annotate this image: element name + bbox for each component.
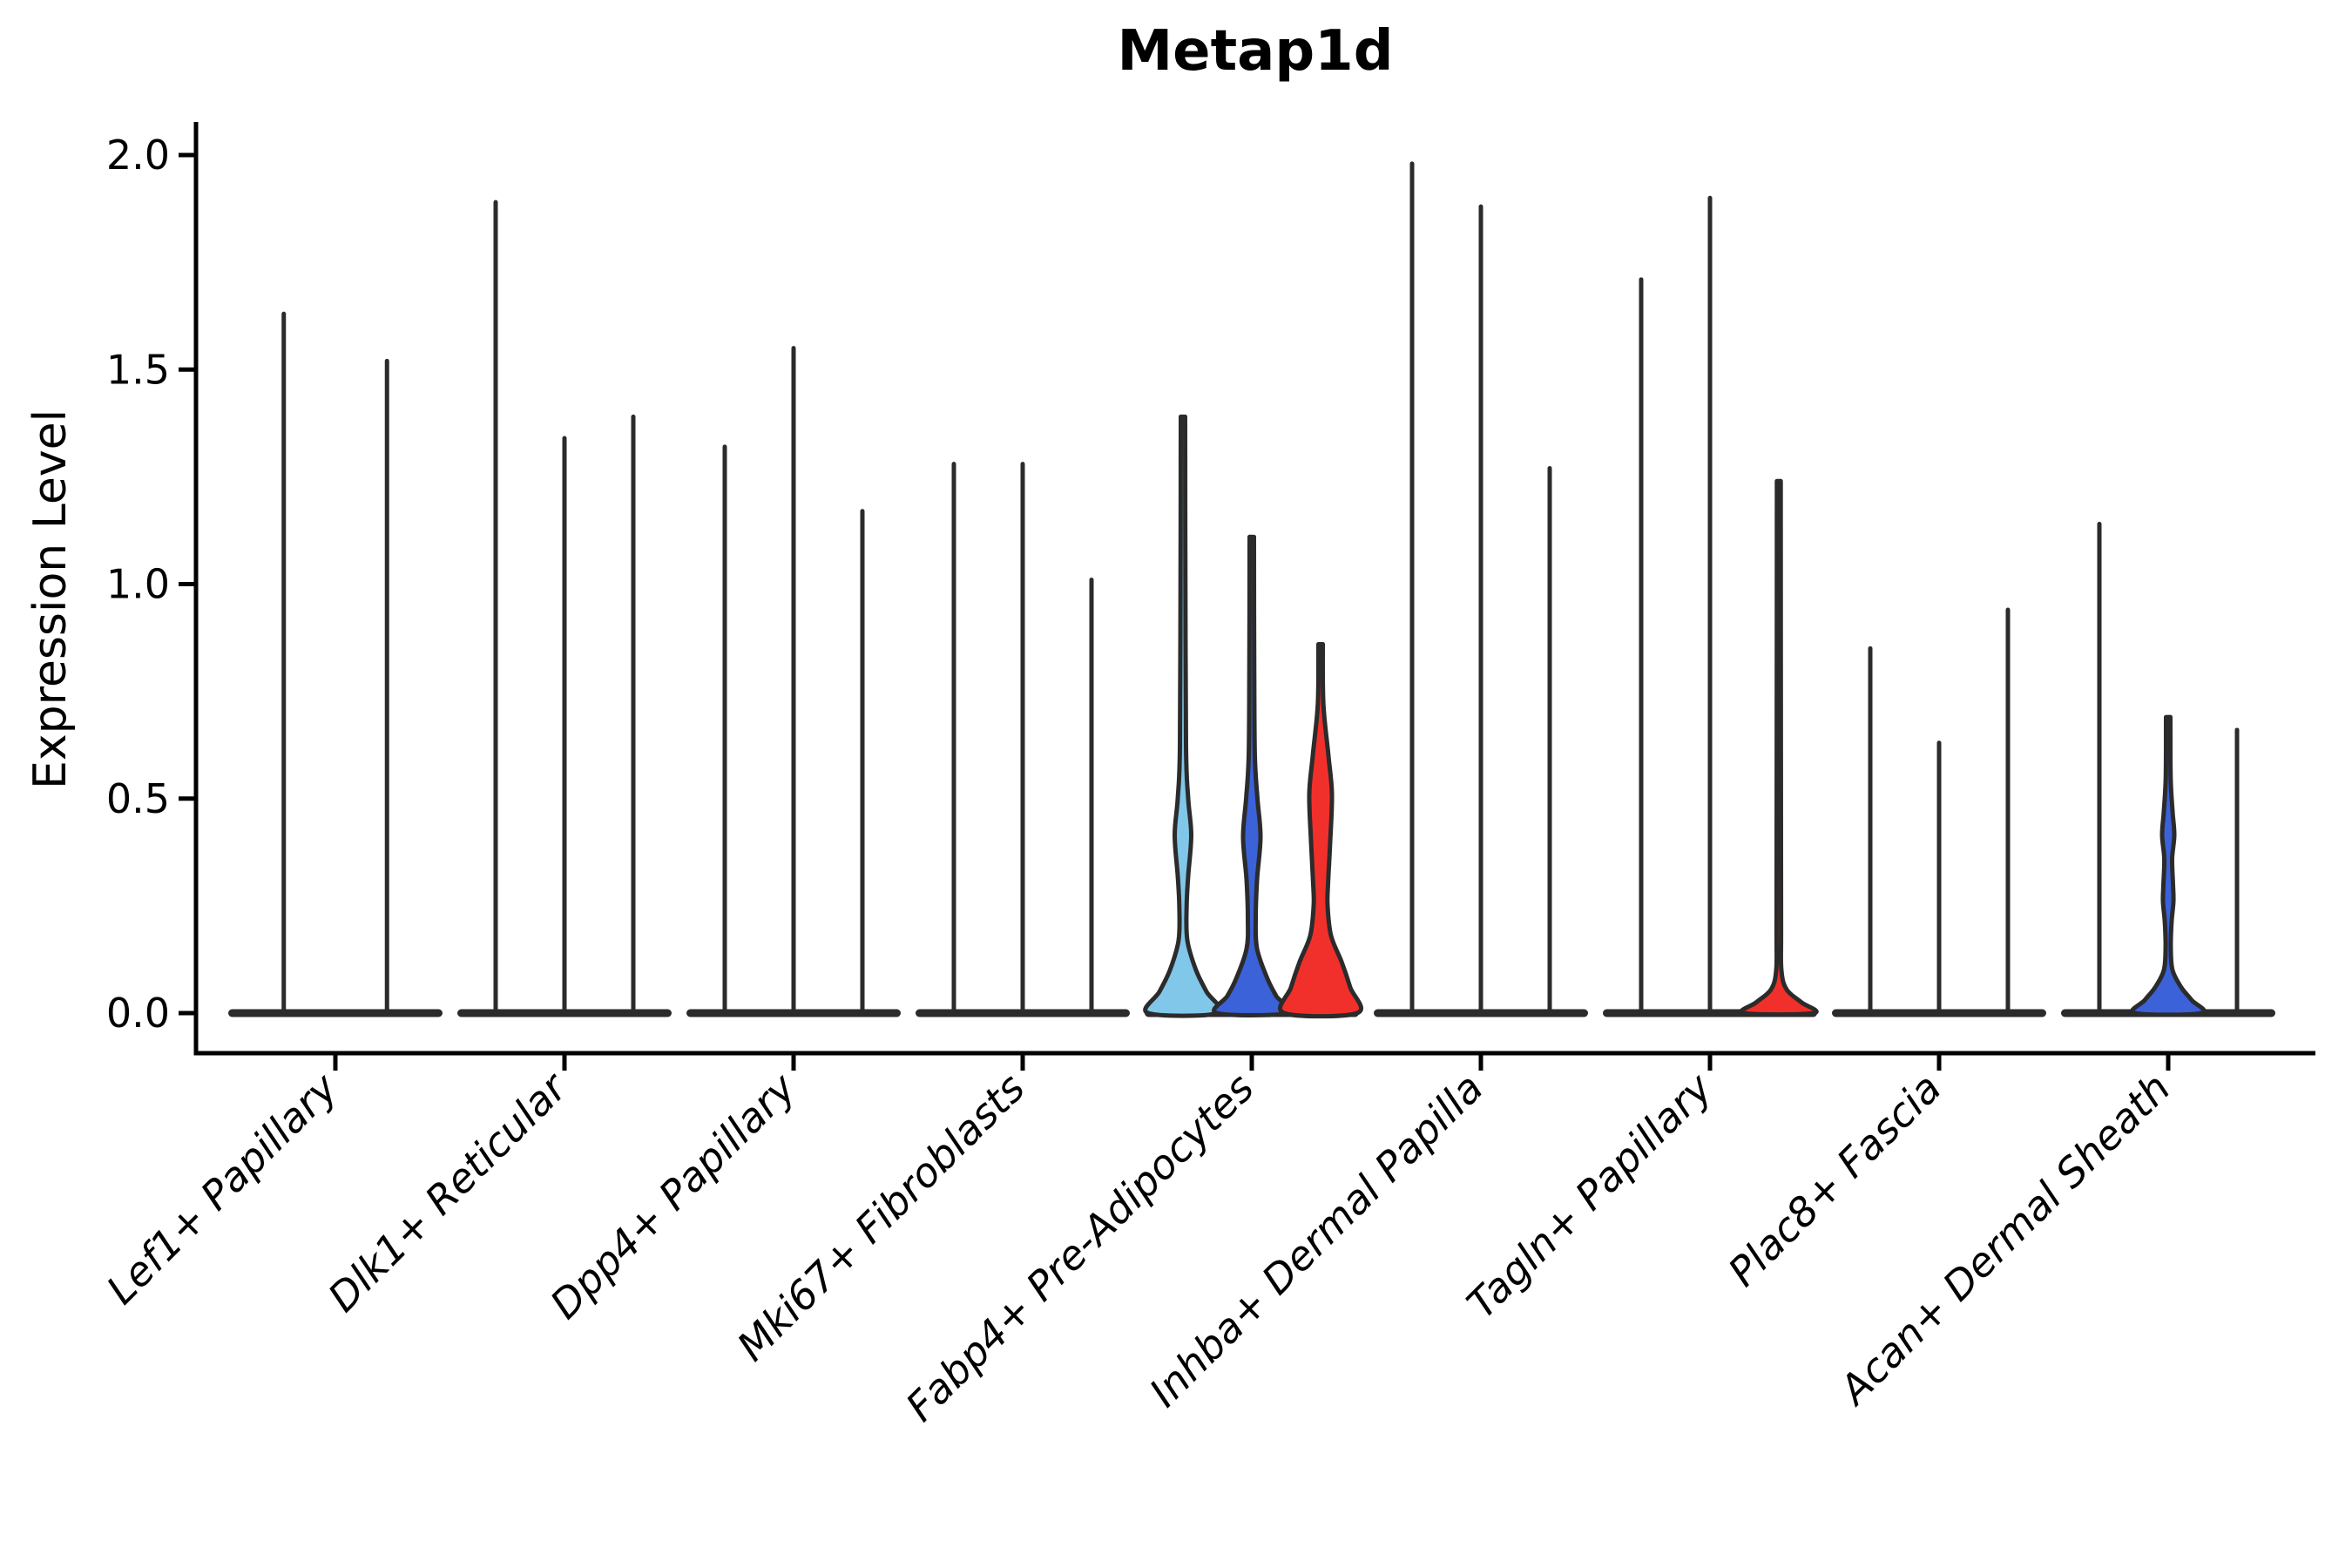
violin-shape bbox=[1143, 414, 1223, 1018]
y-tick-label: 1.0 bbox=[106, 561, 170, 608]
x-tick-label: Lef1+ Papillary bbox=[98, 1064, 347, 1313]
violin-shape bbox=[2130, 714, 2207, 1017]
y-tick-label: 0.5 bbox=[106, 775, 170, 822]
chart-title: Metap1d bbox=[1117, 19, 1394, 84]
y-tick-label: 2.0 bbox=[106, 132, 170, 179]
x-tick-label: Plac8+ Fascia bbox=[1719, 1064, 1950, 1295]
x-tick-label: Tagln+ Papillary bbox=[1457, 1064, 1721, 1328]
y-tick-label: 1.5 bbox=[106, 346, 170, 393]
violin-shape bbox=[1212, 534, 1292, 1017]
violin-shape bbox=[1739, 478, 1819, 1017]
violin-shape bbox=[1278, 641, 1363, 1019]
x-tick-label: Dlk1+ Reticular bbox=[319, 1062, 578, 1321]
x-tick-label: Dpp4+ Papillary bbox=[541, 1064, 805, 1328]
y-axis-label: Expression Level bbox=[24, 409, 77, 790]
y-tick-label: 0.0 bbox=[106, 990, 170, 1037]
